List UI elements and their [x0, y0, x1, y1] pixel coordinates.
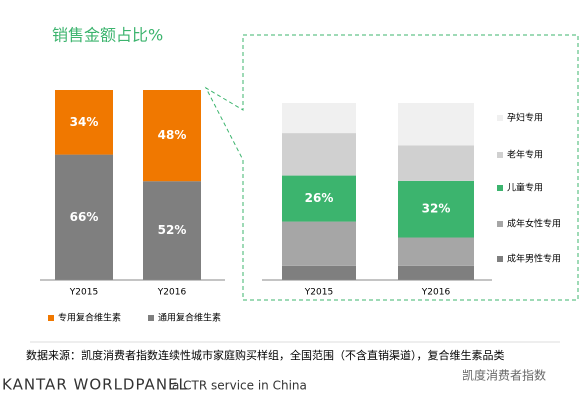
legend-label: 成年男性专用	[507, 253, 561, 265]
data-label: 32%	[422, 202, 451, 216]
page-title: 销售金额占比%	[52, 26, 163, 45]
data-label: 34%	[70, 115, 99, 129]
bar-segment	[282, 133, 356, 176]
bar-segment	[398, 180, 474, 238]
legend-label: 儿童专用	[507, 182, 543, 194]
x-tick-label: Y2016	[157, 288, 187, 298]
bar-segment	[398, 145, 474, 181]
x-tick-label: Y2015	[69, 288, 98, 298]
legend-swatch	[497, 185, 503, 191]
x-tick-label: Y2015	[304, 288, 333, 298]
legend-swatch	[497, 152, 503, 158]
bar-segment	[282, 221, 356, 266]
bar-segment	[55, 154, 113, 280]
x-tick-label: Y2016	[421, 288, 451, 298]
legend-swatch	[497, 115, 503, 121]
legend-label: 成年女性专用	[507, 218, 561, 230]
legend-swatch	[48, 315, 54, 321]
legend-swatch	[148, 315, 154, 321]
bar-segment	[282, 265, 356, 280]
bar-segment	[398, 265, 474, 280]
data-label: 48%	[158, 128, 187, 142]
data-label: 26%	[305, 191, 334, 205]
data-label: 52%	[158, 223, 187, 237]
legend-label: 老年专用	[507, 149, 543, 161]
data-label: 66%	[70, 210, 99, 224]
bar-segment	[55, 90, 113, 155]
tagline: a CTR service in China	[172, 379, 307, 393]
brand: KANTAR WORLDPANEL	[2, 376, 188, 394]
legend-label: 通用复合维生素	[158, 312, 221, 324]
bar-segment	[282, 103, 356, 134]
legend-label: 专用复合维生素	[58, 312, 121, 324]
legend-swatch	[497, 221, 503, 227]
bar-segment	[143, 90, 201, 182]
bar-segment	[143, 181, 201, 280]
legend-label: 孕妇专用	[507, 112, 543, 124]
bar-segment	[282, 175, 356, 222]
legend-swatch	[497, 256, 503, 262]
bar-segment	[398, 237, 474, 266]
watermark: 凯度消费者指数	[462, 368, 546, 383]
source-note: 数据来源：凯度消费者指数连续性城市家庭购买样组，全国范围（不含直销渠道），复合维…	[26, 348, 505, 362]
bar-segment	[398, 103, 474, 146]
callout	[204, 34, 579, 301]
